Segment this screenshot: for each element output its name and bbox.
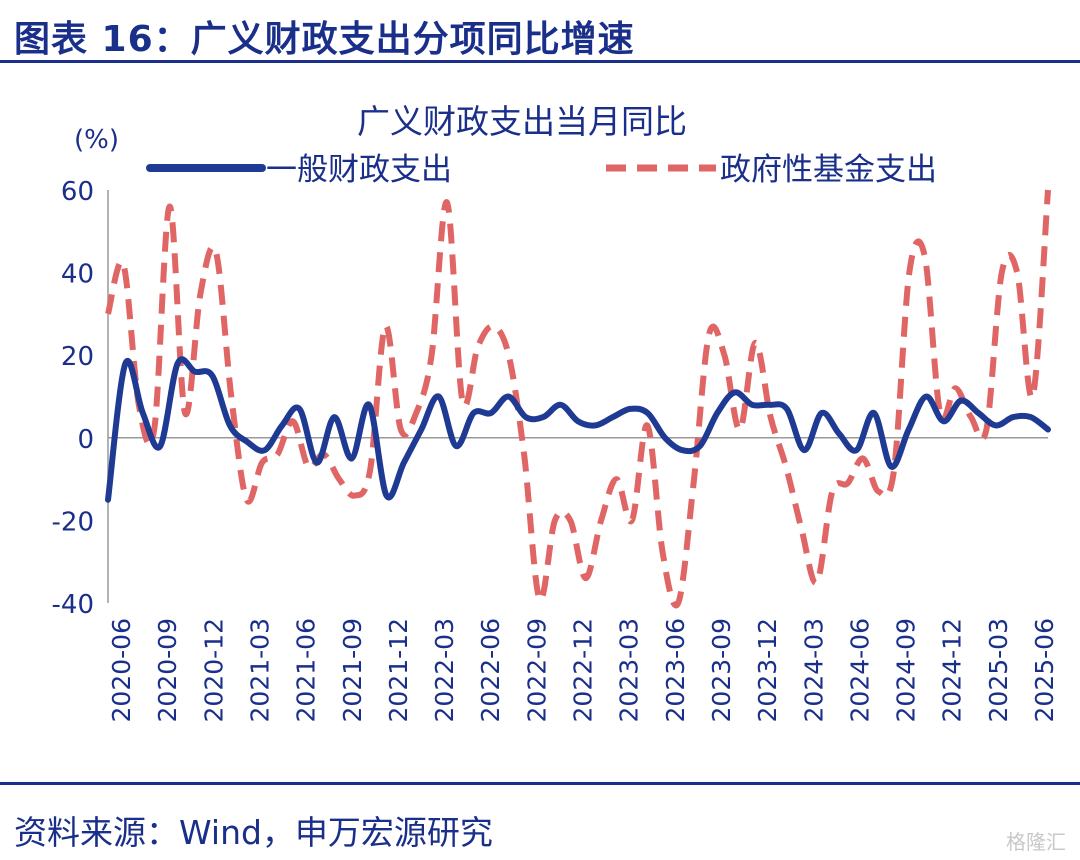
y-tick-label: 60 [61,177,94,207]
x-tick-label: 2024-12 [938,618,967,722]
x-tick-label: 2020-12 [199,618,228,722]
x-tick-label: 2020-06 [107,618,136,722]
x-tick-label: 2025-06 [1030,618,1059,722]
x-tick-label: 2024-06 [845,618,874,722]
x-tick-label: 2024-09 [892,618,921,722]
y-tick-label: -40 [52,590,94,620]
x-tick-label: 2022-09 [522,618,551,722]
x-tick-label: 2020-09 [153,618,182,722]
x-tick-label: 2021-12 [384,618,413,722]
title-rule [0,60,1080,63]
watermark: 格隆汇 [1006,830,1066,854]
x-tick-label: 2021-09 [338,618,367,722]
legend-label-general: 一般财政支出 [266,152,452,188]
y-tick-label: 40 [61,260,94,290]
x-tick-label: 2023-12 [753,618,782,722]
y-tick-label: 0 [77,425,94,455]
y-axis-unit: (%) [74,125,119,155]
y-tick-label: 20 [61,342,94,372]
x-tick-label: 2021-03 [245,618,274,722]
x-tick-label: 2023-06 [661,618,690,722]
x-tick-label: 2023-09 [707,618,736,722]
legend-label-fund: 政府性基金支出 [720,152,937,188]
x-tick-label: 2023-03 [615,618,644,722]
x-tick-label: 2022-06 [476,618,505,722]
x-tick-label: 2022-12 [569,618,598,722]
y-tick-label: -20 [52,507,94,537]
x-tick-label: 2024-03 [799,618,828,722]
x-tick-label: 2022-03 [430,618,459,722]
x-tick-label: 2021-06 [292,618,321,722]
source-rule [0,782,1080,785]
series-line-general [105,356,1051,503]
chart-title: 广义财政支出当月同比 [357,102,687,141]
figure-title: 图表 16：广义财政支出分项同比增速 [14,19,635,60]
x-tick-label: 2025-03 [984,618,1013,722]
source-note: 资料来源：Wind，申万宏源研究 [14,813,493,852]
series-line-fund [105,189,1051,609]
